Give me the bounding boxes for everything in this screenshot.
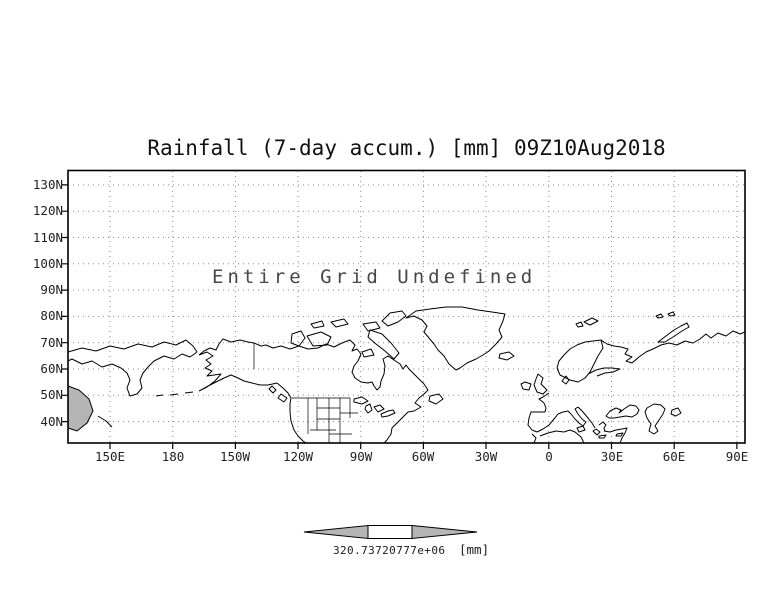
x-axis-label-60e: 60E (662, 449, 686, 464)
coastline-islands (268, 306, 690, 439)
grid-lines (68, 171, 745, 443)
y-axis-label-100n: 100N (32, 256, 63, 271)
axis-ticks (61, 184, 738, 449)
x-axis-label-30e: 30E (600, 449, 624, 464)
y-axis-label-130n: 130N (32, 177, 63, 192)
x-axis-label-0: 0 (545, 449, 553, 464)
undefined-grid-message: Entire Grid Undefined (212, 266, 537, 288)
colorbar-value-label: 320.73720777e+06 (333, 544, 446, 557)
shaded-landmass (67, 385, 94, 432)
grid-lines-vertical (109, 171, 738, 443)
grid-lines-horizontal (68, 184, 745, 423)
x-axis-label-30w: 30W (474, 449, 498, 464)
x-axis-label-150w: 150W (219, 449, 251, 464)
plot-title: Rainfall (7-day accum.) [mm] 09Z10Aug201… (147, 136, 666, 160)
plot-frame (67, 169, 746, 444)
x-axis-label-90e: 90E (725, 449, 749, 464)
colorbar-segment (367, 525, 413, 539)
y-axis-label-60n: 60N (40, 361, 63, 376)
political-borders (253, 343, 358, 443)
y-axis-label-80n: 80N (40, 308, 63, 323)
colorbar-unit-label: [mm] (459, 542, 490, 557)
colorbar (303, 524, 478, 540)
colorbar-left-arrow (303, 524, 369, 540)
y-axis-label-120n: 120N (32, 203, 63, 218)
x-axis-label-90w: 90W (349, 449, 373, 464)
x-axis-label-60w: 60W (411, 449, 435, 464)
x-axis-label-120w: 120W (282, 449, 314, 464)
x-axis-label-180: 180 (161, 449, 185, 464)
y-axis-label-90n: 90N (40, 282, 63, 297)
y-axis-label-50n: 50N (40, 387, 63, 402)
coastline-continents (67, 330, 746, 444)
y-axis-label-110n: 110N (32, 230, 63, 245)
colorbar-right-arrow (411, 524, 478, 540)
y-axis-label-40n: 40N (40, 414, 63, 429)
x-axis-label-150e: 150E (94, 449, 126, 464)
y-axis-label-70n: 70N (40, 335, 63, 350)
